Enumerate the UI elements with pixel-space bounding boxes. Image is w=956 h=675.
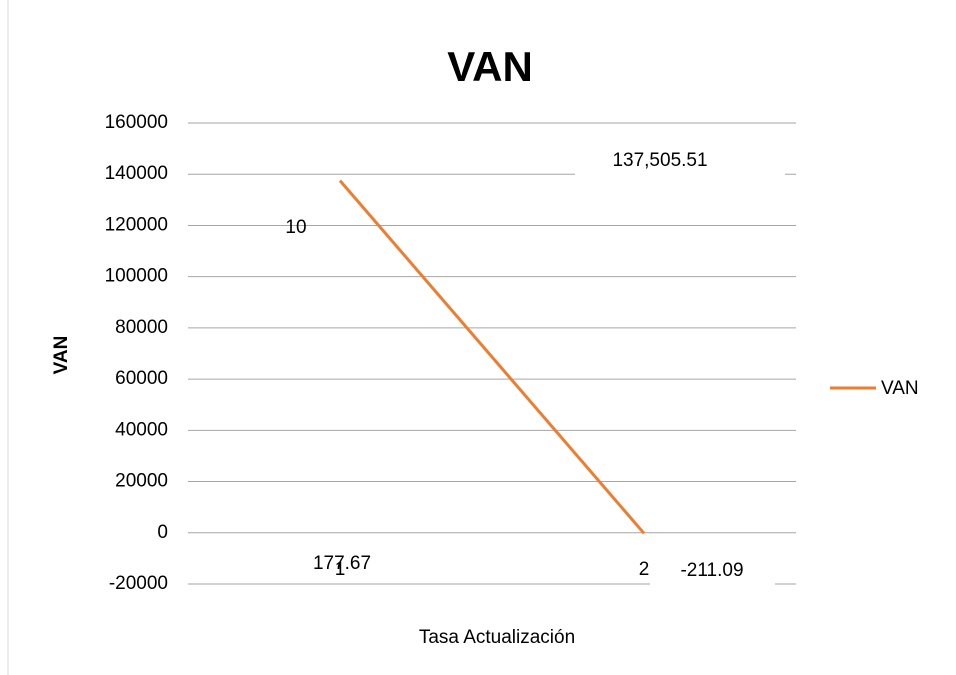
label-box [575,145,785,179]
annotation: 177.67 [313,553,371,574]
x-axis-title: Tasa Actualización [419,627,575,648]
chart-title: VAN [447,43,533,90]
y-tick-label: 100000 [105,266,168,287]
x-tick-label: 2 [639,559,650,580]
annotation: 10 [285,217,306,238]
y-tick-label: -20000 [109,573,168,594]
x-tick-label: 1 [335,559,346,580]
y-tick-label: 160000 [105,112,168,133]
y-tick-label: 40000 [115,419,168,440]
y-tick-label: 80000 [115,317,168,338]
y-axis-title: VAN [51,336,72,375]
chart-frame [7,0,956,675]
y-tick-label: 60000 [115,368,168,389]
y-tick-label: 140000 [105,163,168,184]
data-label: -211.09 [680,560,743,581]
series-line [338,179,646,535]
y-tick-label: 120000 [105,214,168,235]
data-label: 137,505.51 [612,150,707,171]
y-tick-label: 20000 [115,471,168,492]
y-tick-label: 0 [157,522,168,543]
label-box [650,555,775,589]
legend-label: VAN [881,378,919,399]
